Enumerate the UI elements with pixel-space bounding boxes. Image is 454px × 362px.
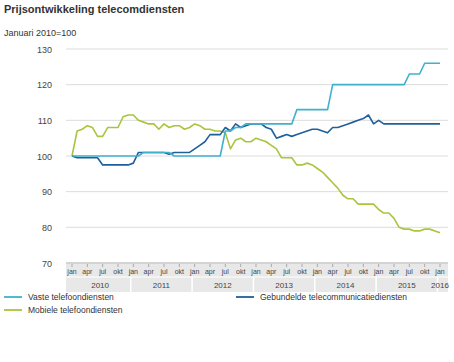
x-tick-label: jan	[128, 268, 138, 276]
x-tick	[302, 264, 303, 267]
plot-area	[72, 63, 440, 232]
x-tick-label: apr	[389, 268, 400, 276]
year-divider	[253, 277, 255, 292]
x-tick	[240, 264, 241, 267]
x-tick	[440, 264, 441, 267]
x-axis-divider	[66, 277, 448, 278]
x-tick-label: jan	[189, 268, 199, 276]
grid-line	[66, 120, 448, 121]
x-tick-label: jan	[312, 268, 322, 276]
x-tick	[424, 264, 425, 267]
x-tick	[87, 264, 88, 267]
series-line	[72, 115, 440, 233]
x-tick-label: apr	[82, 268, 93, 276]
legend-label: Gebundelde telecommunicatiediensten	[260, 292, 407, 302]
x-tick	[394, 264, 395, 267]
grid-line	[66, 227, 448, 228]
x-tick	[363, 264, 364, 267]
x-axis-line	[66, 263, 448, 264]
x-tick	[164, 264, 165, 267]
x-tick-label: jul	[282, 268, 290, 276]
y-tick-label: 70	[42, 259, 52, 269]
subtitle: Januari 2010=100	[4, 28, 76, 38]
x-group-label: 2011	[153, 281, 171, 290]
x-tick-label: jul	[343, 268, 351, 276]
legend-swatch	[4, 309, 22, 311]
x-group-label: 2015	[398, 281, 416, 290]
x-tick	[148, 264, 149, 267]
x-tick	[286, 264, 287, 267]
chart: Prijsontwikkeling telecomdiensten Januari…	[0, 0, 454, 362]
year-divider	[375, 277, 377, 292]
x-tick-label: apr	[266, 268, 277, 276]
y-tick-label: 80	[42, 223, 52, 233]
y-tick-label: 130	[37, 45, 52, 55]
x-tick-label: okt	[236, 268, 245, 275]
grid-line	[66, 191, 448, 192]
grid-line	[66, 49, 448, 50]
x-tick	[271, 264, 272, 267]
x-group-label: 2010	[91, 281, 109, 290]
x-tick	[378, 264, 379, 267]
legend-label: Mobiele telefoondiensten	[28, 305, 123, 315]
y-tick-label: 110	[38, 116, 52, 126]
x-tick	[348, 264, 349, 267]
x-tick-label: apr	[205, 268, 216, 276]
x-tick	[256, 264, 257, 267]
x-axis-band	[66, 264, 448, 292]
x-tick	[118, 264, 119, 267]
x-tick-label: jul	[405, 268, 413, 276]
x-tick	[179, 264, 180, 267]
x-tick	[409, 264, 410, 267]
x-tick-label: jul	[98, 268, 106, 276]
title: Prijsontwikkeling telecomdiensten	[4, 3, 185, 15]
x-tick-label: apr	[144, 268, 155, 276]
year-divider	[314, 277, 316, 292]
x-tick-label: okt	[297, 268, 306, 275]
x-group-label: 2016	[431, 281, 449, 290]
x-group-label: 2012	[214, 281, 232, 290]
x-tick-label: okt	[359, 268, 368, 275]
year-divider	[191, 277, 193, 292]
legend-swatch	[236, 296, 254, 298]
x-tick-label: apr	[328, 268, 339, 276]
x-tick-label: okt	[175, 268, 184, 275]
y-tick-label: 90	[42, 187, 52, 197]
series-line	[72, 115, 440, 165]
x-tick-label: jan	[434, 268, 444, 276]
x-tick-label: jul	[159, 268, 167, 276]
legend-swatch	[4, 296, 22, 298]
x-tick-label: jul	[221, 268, 229, 276]
x-tick-label: okt	[113, 268, 122, 275]
x-tick	[225, 264, 226, 267]
y-tick-label: 100	[37, 152, 52, 162]
x-tick	[332, 264, 333, 267]
x-tick-label: okt	[420, 268, 429, 275]
x-tick	[194, 264, 195, 267]
x-tick	[317, 264, 318, 267]
legend-label: Vaste telefoondiensten	[28, 292, 114, 302]
x-tick-label: jan	[373, 268, 383, 276]
x-tick-label: jan	[66, 268, 76, 276]
x-tick	[102, 264, 103, 267]
y-tick-label: 120	[37, 80, 52, 90]
x-group-label: 2013	[275, 281, 293, 290]
x-tick	[72, 264, 73, 267]
x-tick-label: jan	[250, 268, 260, 276]
series-line	[72, 63, 440, 156]
x-tick	[210, 264, 211, 267]
year-divider	[130, 277, 132, 292]
grid-line	[66, 263, 448, 264]
x-group-label: 2014	[337, 281, 355, 290]
x-tick	[133, 264, 134, 267]
